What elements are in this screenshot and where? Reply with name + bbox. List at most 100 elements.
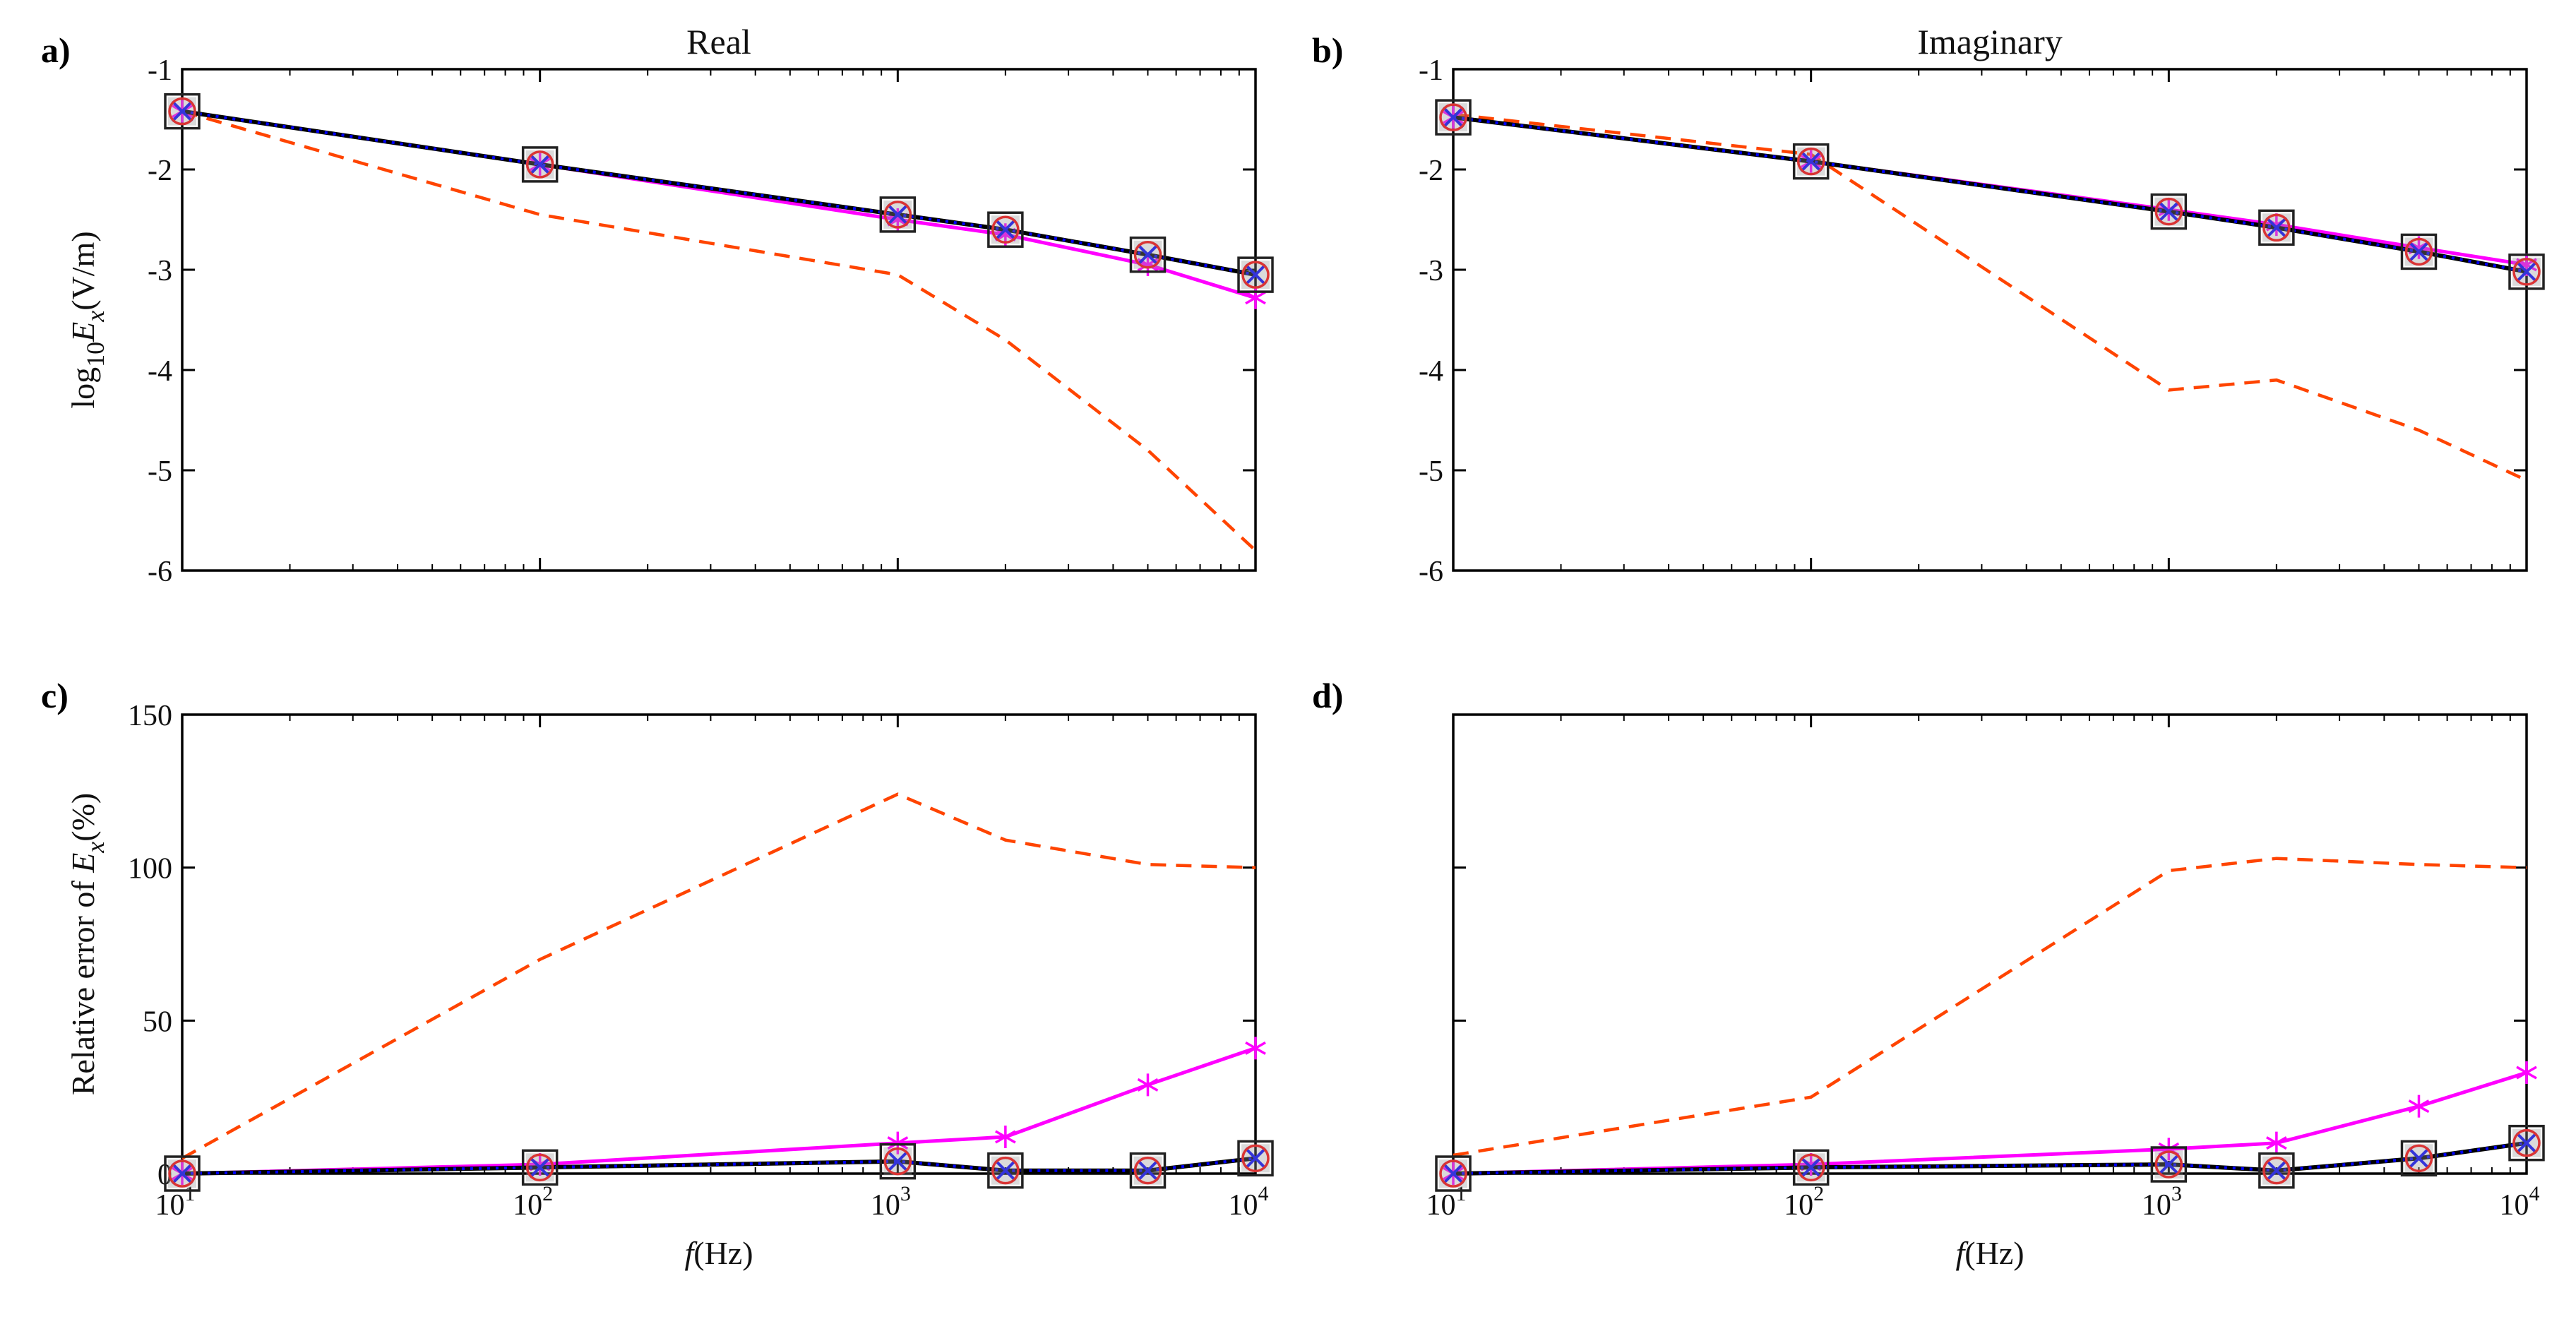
y-axis-var: E (65, 322, 101, 342)
marker-square-fill (1439, 103, 1467, 132)
marker-x (171, 1162, 193, 1185)
series-group (1435, 99, 2545, 482)
y-tick-label: -6 (1419, 556, 1443, 588)
y-axis-sub: 10 (81, 342, 109, 367)
marker-circle (2262, 1156, 2291, 1185)
marker-square-fill (991, 215, 1020, 244)
marker-x (529, 1156, 551, 1179)
marker-x (171, 100, 193, 123)
x-tick-exponent: 3 (2171, 1182, 2182, 1205)
series-group (164, 792, 1274, 1192)
marker-x (1442, 1162, 1465, 1185)
series-line-magenta-star (181, 1046, 1256, 1176)
plot-frame (181, 713, 1257, 1175)
marker-square (1792, 143, 1830, 180)
y-axis-sub: x (81, 842, 109, 854)
marker-square-fill (168, 1159, 196, 1188)
marker-star (2265, 1131, 2287, 1155)
series-line-dashed-orange (181, 792, 1256, 1160)
marker-star (887, 1131, 909, 1155)
marker-circle (2404, 1144, 2433, 1173)
marker-square-fill (2404, 1144, 2433, 1173)
y-axis-sub: x (81, 311, 109, 323)
marker-square-fill (2154, 1150, 2183, 1179)
marker-square (987, 211, 1024, 248)
marker-square-fill (883, 200, 912, 229)
marker-x (2408, 241, 2430, 263)
marker-square-fill (2404, 237, 2433, 266)
marker-square-fill (2512, 257, 2541, 286)
marker-star (1137, 1073, 1159, 1097)
marker-x (2408, 1147, 2430, 1169)
marker-x (886, 1150, 909, 1173)
series-group (164, 93, 1274, 552)
marker-circle (168, 97, 196, 126)
marker-square-fill (2512, 1128, 2541, 1157)
x-tick-label: 103 (871, 1182, 911, 1222)
series-line-dashed-orange (181, 109, 1257, 552)
marker-star (2516, 1061, 2537, 1084)
marker-x (1244, 1147, 1267, 1169)
marker-square-fill (525, 1153, 554, 1182)
y-tick-label: -1 (148, 54, 172, 87)
panel-label: a) (41, 30, 71, 70)
marker-square-fill (2154, 197, 2183, 226)
marker-square (879, 196, 917, 233)
y-axis-pre: log (65, 367, 101, 409)
marker-square (1129, 1152, 1167, 1189)
x-axis-unit: (Hz) (693, 1235, 753, 1271)
marker-square-fill (1796, 147, 1825, 176)
marker-circle (1439, 1159, 1467, 1188)
x-tick-exponent: 3 (900, 1182, 911, 1205)
marker-circle (1439, 103, 1467, 131)
marker-x (529, 153, 551, 176)
marker-x (1137, 1159, 1159, 1182)
y-axis-unit: (%) (65, 793, 101, 842)
marker-circle (1796, 147, 1825, 176)
marker-circle (525, 150, 554, 179)
marker-circle (2154, 197, 2183, 226)
x-tick-exponent: 1 (1456, 1182, 1467, 1205)
y-tick-label: -1 (1419, 54, 1443, 87)
marker-square (164, 93, 201, 130)
marker-square-fill (2262, 1156, 2291, 1185)
marker-x (2157, 1153, 2180, 1176)
marker-circle (1133, 240, 1162, 269)
x-tick-label: 104 (2500, 1182, 2540, 1222)
marker-x (1137, 244, 1159, 266)
marker-square (1129, 236, 1167, 273)
marker-star (2408, 1095, 2430, 1118)
panel-title: Real (686, 22, 751, 61)
marker-square (2400, 233, 2438, 270)
marker-circle (1133, 1156, 1162, 1185)
y-tick-label: -2 (148, 155, 172, 187)
marker-x (2515, 261, 2538, 283)
panel-b: b) Imaginary -6 -5 -4 -3 -2 -1 (1312, 22, 2545, 588)
marker-circle (883, 201, 912, 229)
panel-d: d) 101 102 103 104 f(Hz) (1312, 676, 2545, 1271)
series-line-dashed-orange (1453, 857, 2527, 1157)
y-tick-label: -3 (148, 255, 172, 287)
marker-square (2150, 1146, 2188, 1183)
series-group (1435, 857, 2545, 1192)
marker-square-fill (168, 97, 196, 126)
series-line-dashed-orange (1453, 112, 2527, 482)
marker-square (1435, 99, 1472, 136)
marker-circle (883, 1147, 912, 1176)
marker-circle (991, 1156, 1020, 1185)
y-axis-var: E (65, 853, 101, 873)
marker-square (164, 1155, 201, 1192)
marker-circle (1796, 1153, 1825, 1182)
x-axis-label: f(Hz) (684, 1235, 753, 1271)
marker-square-fill (2262, 213, 2291, 242)
marker-x (1244, 263, 1267, 286)
marker-circle (2404, 237, 2433, 266)
marker-square (1237, 256, 1274, 293)
plot-frame (1452, 713, 2528, 1175)
marker-square-fill (1241, 261, 1270, 290)
y-tick-label: -2 (1419, 155, 1443, 187)
marker-x (1442, 106, 1465, 129)
marker-square (2258, 209, 2295, 246)
marker-square-fill (991, 1156, 1020, 1185)
